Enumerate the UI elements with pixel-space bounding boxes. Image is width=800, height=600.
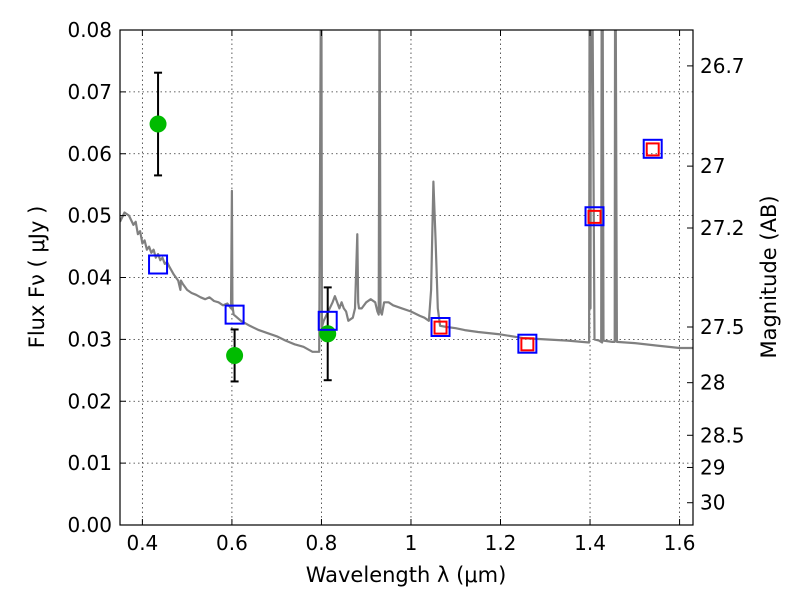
y2-tick-label: 30 — [700, 491, 725, 515]
x-tick-label: 0.4 — [126, 531, 158, 555]
y-tick-label: 0.08 — [67, 18, 112, 42]
y2-tick-label: 27 — [700, 154, 725, 178]
model-photometry-square — [517, 333, 538, 354]
y-tick-label: 0.00 — [67, 513, 112, 537]
model-photometry-inner-square — [520, 337, 535, 352]
y2-tick-label: 28 — [700, 371, 725, 395]
y2-axis-label: Magnitude (AB) — [757, 195, 781, 358]
spectrum-layer — [120, 30, 693, 353]
model-photometry-inner-square — [645, 142, 660, 157]
y2-tick-label: 27.5 — [700, 315, 745, 339]
model-photometry-inner-square — [433, 320, 448, 335]
y-tick-label: 0.07 — [67, 80, 112, 104]
y-tick-label: 0.05 — [67, 204, 112, 228]
x-tick-label: 1.2 — [485, 531, 517, 555]
x-tick-label: 0.8 — [306, 531, 338, 555]
marker-layer — [148, 71, 663, 383]
observed-flux-point — [226, 346, 244, 364]
x-tick-label: 1 — [405, 531, 418, 555]
axis-tick-labels: 0.4 0.6 0.8 1 1.2 1.4 1.6 0.00 0.01 0.02 0.03 0.04 0… — [67, 18, 744, 555]
y2-tick-label: 28.5 — [700, 423, 745, 447]
model-photometry-square — [148, 254, 169, 275]
y-tick-label: 0.02 — [67, 389, 112, 413]
y-tick-label: 0.04 — [67, 266, 112, 290]
model-photometry-inner-square — [587, 209, 602, 224]
x-tick-label: 0.6 — [216, 531, 248, 555]
x-tick-label: 1.6 — [664, 531, 696, 555]
model-spectrum-line — [120, 30, 693, 353]
axis-ticks — [120, 29, 693, 526]
y-tick-label: 0.06 — [67, 142, 112, 166]
observed-flux-point — [149, 115, 167, 133]
x-axis-label: Wavelength λ (μm) — [306, 563, 507, 587]
model-photometry-square — [584, 206, 605, 227]
y2-tick-label: 26.7 — [700, 54, 745, 78]
x-tick-label: 1.4 — [574, 531, 606, 555]
model-photometry-square — [642, 138, 663, 159]
observed-flux-point — [319, 325, 337, 343]
y-axis-label: Flux Fν ( μJy ) — [25, 206, 49, 349]
y-tick-label: 0.03 — [67, 327, 112, 351]
model-photometry-square — [224, 304, 245, 325]
y2-tick-label: 27.2 — [700, 216, 745, 240]
y2-tick-label: 29 — [700, 455, 725, 479]
model-photometry-square — [430, 317, 451, 337]
grid-lines — [120, 29, 693, 526]
model-photometry-square — [317, 310, 338, 331]
y-tick-label: 0.01 — [67, 451, 112, 475]
